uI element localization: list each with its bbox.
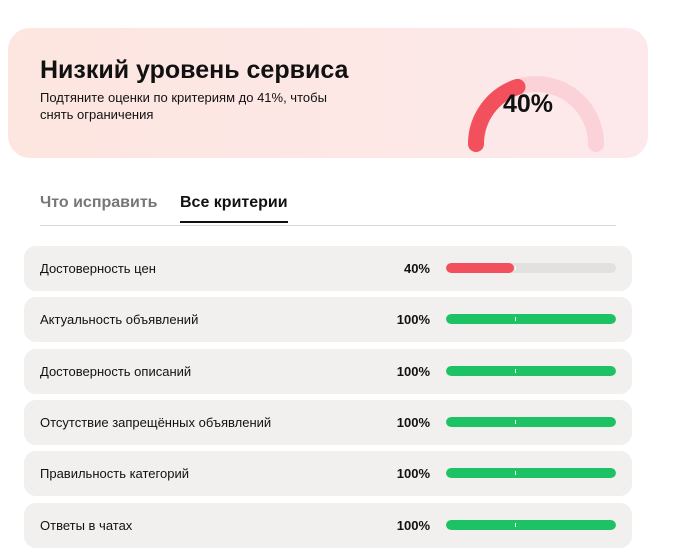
threshold-notch [514, 471, 516, 476]
progress-bar [446, 519, 616, 530]
criterion-row: Достоверность описаний 100% [24, 348, 632, 394]
progress-track [446, 519, 616, 530]
subtitle: Подтяните оценки по критериям до 41%, чт… [40, 90, 327, 122]
gauge [468, 76, 604, 152]
criterion-value: 100% [396, 517, 430, 533]
gauge-fill [468, 76, 604, 152]
progress-track [446, 314, 616, 325]
progress-bar [446, 314, 616, 325]
threshold-notch [514, 522, 516, 527]
progress-bar [446, 416, 616, 427]
gauge-label: 40% [502, 90, 554, 118]
criterion-row: Правильность категорий 100% [24, 451, 632, 497]
threshold-notch [514, 368, 516, 373]
threshold-notch [514, 266, 516, 270]
progress-track [446, 365, 616, 376]
tabs: Что исправить Все критерии [40, 192, 616, 226]
threshold-notch [514, 317, 516, 322]
criterion-name: Актуальность объявлений [40, 312, 199, 328]
tab-active[interactable]: Все критерии [180, 194, 288, 223]
criterion-row: Актуальность объявлений 100% [24, 297, 632, 343]
criterion-name: Ответы в чатах [40, 517, 133, 533]
criterion-row: Достоверность цен 40% [24, 246, 632, 291]
criterion-value: 100% [396, 363, 430, 379]
criterion-value: 100% [396, 466, 430, 482]
criterion-name: Правильность категорий [40, 466, 189, 482]
progress-bar [446, 263, 514, 273]
progress-bar [446, 365, 616, 376]
criterion-row: Ответы в чатах 100% [24, 502, 632, 548]
progress-track [446, 416, 616, 427]
criterion-value: 40% [403, 261, 430, 276]
tab[interactable]: Что исправить [40, 194, 158, 211]
progress-track [446, 468, 616, 479]
criterion-row: Отсутствие запрещённых объявлений 100% [24, 399, 632, 445]
criterion-value: 100% [396, 312, 430, 328]
progress-bar [446, 468, 616, 479]
criterion-name: Достоверность цен [40, 261, 156, 276]
criterion-name: Достоверность описаний [40, 363, 192, 379]
threshold-notch [514, 419, 516, 424]
progress-track [446, 263, 616, 273]
status-card: Низкий уровень сервиса Подтяните оценки … [8, 28, 648, 158]
criterion-name: Отсутствие запрещённых объявлений [40, 414, 272, 430]
title: Низкий уровень сервиса [40, 56, 349, 84]
criterion-value: 100% [396, 414, 430, 430]
